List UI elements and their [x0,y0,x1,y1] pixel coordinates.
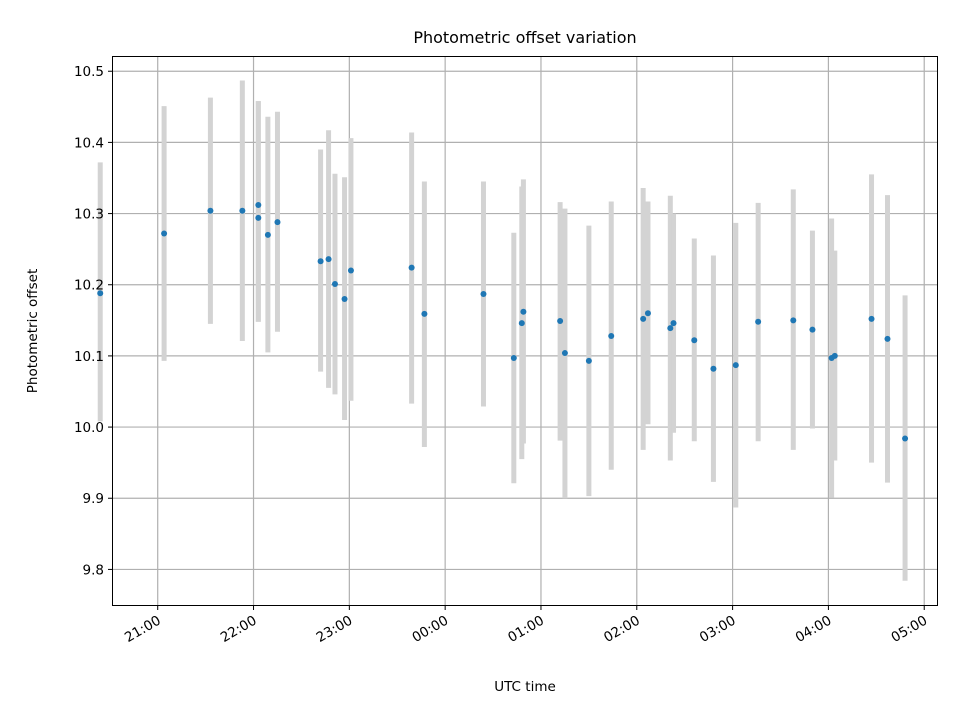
data-point [608,332,615,339]
x-axis-label: UTC time [494,679,556,695]
y-axis-label: Photometric offset [25,269,41,393]
data-point [347,267,354,274]
plot-frame [112,56,938,606]
data-point [264,231,271,238]
y-tick-label: 10.4 [74,135,104,151]
y-tick-label: 9.8 [83,562,104,578]
data-point [585,357,592,364]
data-point [331,281,338,288]
data-point [868,315,875,322]
data-point [255,202,262,209]
y-tick-label: 10.0 [74,420,104,436]
data-point [274,219,281,226]
data-point [161,230,168,237]
y-tick-label: 10.1 [74,349,104,365]
data-point [644,310,651,317]
data-point [408,264,415,271]
data-point [421,310,428,317]
data-point [710,365,717,372]
data-point [902,435,909,442]
data-point [557,318,564,325]
data-point [520,308,527,315]
data-point [255,214,262,221]
data-point [341,295,348,302]
data-point [755,318,762,325]
data-points [97,202,909,442]
data-point [207,207,214,214]
y-axis: 9.8 9.9 10.0 10.1 10.2 10.3 10.4 10.5 [74,64,113,578]
data-point [97,290,104,297]
y-tick-label: 10.5 [74,64,104,80]
data-point [670,320,677,327]
data-point [325,256,332,263]
data-point [790,317,797,324]
data-point [884,335,891,342]
data-point [518,320,525,327]
data-point [732,362,739,369]
data-point [831,352,838,359]
data-point [239,207,246,214]
y-tick-label: 10.3 [74,207,104,223]
data-point [480,290,487,297]
data-point [510,355,517,362]
data-point [809,326,816,333]
data-point [317,258,324,265]
data-point [667,325,674,332]
chart-title: Photometric offset variation [413,28,636,47]
y-tick-label: 10.2 [74,278,104,294]
data-point [640,315,647,322]
data-point [561,350,568,357]
y-tick-label: 9.9 [83,491,104,507]
data-point [691,337,698,344]
